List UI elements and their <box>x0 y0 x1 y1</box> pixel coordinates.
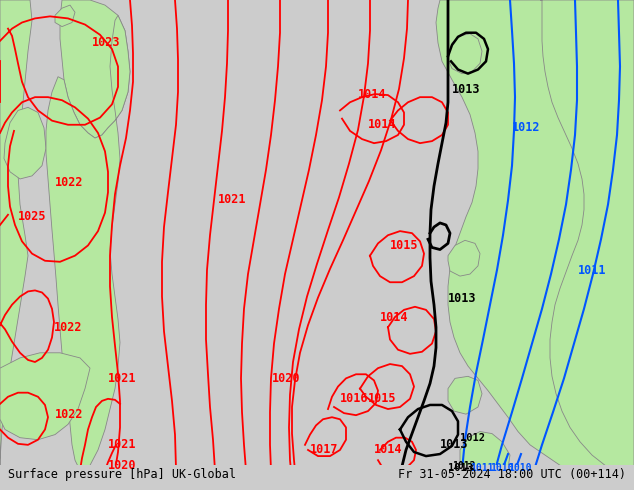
Text: 1022: 1022 <box>54 321 82 334</box>
Text: Fr 31-05-2024 18:00 UTC (00+114): Fr 31-05-2024 18:00 UTC (00+114) <box>398 468 626 481</box>
Text: 1012: 1012 <box>512 122 541 134</box>
Text: 1010: 1010 <box>508 464 531 473</box>
Text: 1012: 1012 <box>460 433 485 442</box>
Text: 1020: 1020 <box>108 459 136 472</box>
Text: 1021: 1021 <box>108 372 136 385</box>
Text: 1016: 1016 <box>340 392 368 405</box>
Text: 1015: 1015 <box>390 239 418 252</box>
Polygon shape <box>4 107 46 179</box>
Polygon shape <box>460 432 510 470</box>
Polygon shape <box>60 0 130 138</box>
Polygon shape <box>540 0 634 470</box>
Polygon shape <box>0 353 90 440</box>
Text: 1022: 1022 <box>55 175 84 189</box>
Polygon shape <box>0 466 634 470</box>
Polygon shape <box>436 0 634 470</box>
Polygon shape <box>55 5 75 26</box>
Text: 1014: 1014 <box>374 443 403 457</box>
Text: 1020: 1020 <box>272 372 301 385</box>
Text: 1021: 1021 <box>108 439 136 451</box>
Text: 1011: 1011 <box>578 265 607 277</box>
Text: 1015: 1015 <box>368 392 396 405</box>
Text: 1014: 1014 <box>358 88 387 100</box>
Text: 1010: 1010 <box>490 464 514 473</box>
Text: 1013: 1013 <box>448 292 477 305</box>
Text: 1013: 1013 <box>448 464 473 473</box>
Text: Surface pressure [hPa] UK-Global: Surface pressure [hPa] UK-Global <box>8 468 236 481</box>
Text: 1012: 1012 <box>452 461 476 471</box>
Polygon shape <box>448 376 482 414</box>
Polygon shape <box>448 34 482 74</box>
Text: 1021: 1021 <box>218 193 247 206</box>
Text: 1014: 1014 <box>368 118 396 131</box>
Text: 1011: 1011 <box>470 464 493 473</box>
Text: 1022: 1022 <box>55 408 84 420</box>
Polygon shape <box>0 0 32 470</box>
Text: 1013: 1013 <box>440 439 469 451</box>
Text: 1017: 1017 <box>310 443 339 457</box>
Text: 1025: 1025 <box>18 210 46 223</box>
Polygon shape <box>448 240 480 276</box>
Text: 1013: 1013 <box>452 83 481 97</box>
Text: 1023: 1023 <box>92 36 120 49</box>
Text: 1014: 1014 <box>380 311 408 323</box>
Polygon shape <box>46 15 130 470</box>
